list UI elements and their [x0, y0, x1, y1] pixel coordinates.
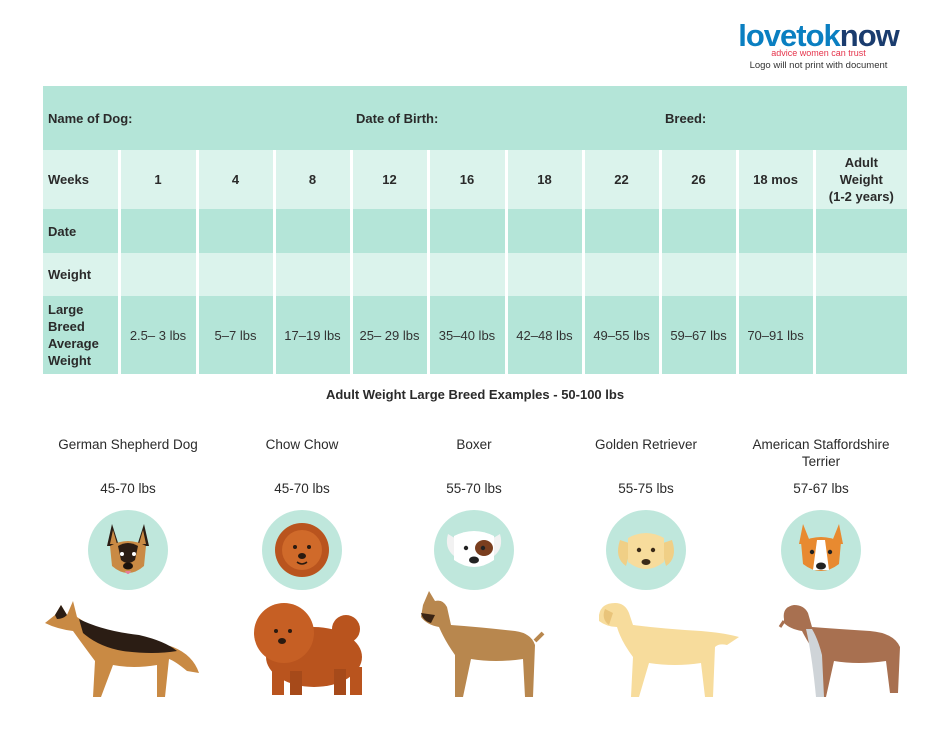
weight-cell[interactable] [812, 253, 908, 296]
week-cell: 22 [581, 150, 661, 209]
boxer-face-icon [434, 510, 514, 590]
breed-name: Chow Chow [265, 437, 339, 452]
german-shepherd-illustration [45, 601, 199, 697]
week-cell: 16 [426, 150, 506, 209]
logo: lovetoknow advice women can trust Logo w… [731, 18, 906, 72]
golden-retriever-face-icon [606, 510, 686, 590]
dog-info-row: Name of Dog: Date of Birth: Breed: [43, 86, 908, 150]
boxer-illustration [421, 591, 545, 697]
breed-label: Breed: [660, 86, 908, 150]
date-cell[interactable] [349, 209, 428, 253]
chow-chow-face-icon [262, 510, 342, 590]
large-breed-value: 49–55 lbs [581, 296, 661, 374]
date-cell[interactable] [658, 209, 738, 253]
weeks-row: Weeks 1 4 8 12 16 18 22 26 18 mos Adult W… [43, 150, 908, 209]
week-cell: 1 [117, 150, 197, 209]
week-cell: 26 [658, 150, 738, 209]
breed-name: American Staffordshire Terrier [752, 437, 890, 469]
large-breed-value: 59–67 lbs [658, 296, 738, 374]
week-cell: 18 mos [735, 150, 815, 209]
large-breed-value: 70–91 lbs [735, 296, 815, 374]
logo-tagline: advice women can trust [771, 48, 866, 58]
weight-cell[interactable] [349, 253, 428, 296]
date-cell[interactable] [812, 209, 908, 253]
adult-weight-header: Adult Weight (1-2 years) [812, 150, 908, 209]
large-breed-value [812, 296, 908, 374]
weight-row: Weight [43, 253, 908, 296]
weeks-label: Weeks [43, 150, 119, 209]
weight-cell[interactable] [117, 253, 197, 296]
breed-chow-chow: Chow Chow 45-70 lbs [217, 436, 387, 590]
breed-weight: 57-67 lbs [793, 481, 849, 496]
weight-cell[interactable] [504, 253, 583, 296]
week-cell: 4 [195, 150, 274, 209]
date-of-birth-label: Date of Birth: [351, 86, 661, 150]
growth-chart-table: Name of Dog: Date of Birth: Breed: Weeks… [43, 86, 908, 374]
large-breed-value: 35–40 lbs [426, 296, 506, 374]
breed-german-shepherd: German Shepherd Dog 45-70 lbs [43, 436, 213, 590]
breed-name: Boxer [456, 437, 492, 452]
date-cell[interactable] [581, 209, 661, 253]
breed-weight: 45-70 lbs [100, 481, 156, 496]
large-breed-value: 2.5– 3 lbs [117, 296, 197, 374]
logo-note: Logo will not print with document [749, 60, 888, 71]
weight-cell[interactable] [658, 253, 738, 296]
large-breed-value: 25– 29 lbs [349, 296, 428, 374]
large-breed-average-row: Large Breed Average Weight 2.5– 3 lbs 5–7 l… [43, 296, 908, 374]
weight-cell[interactable] [735, 253, 815, 296]
staffordshire-terrier-illustration [778, 605, 900, 697]
date-cell[interactable] [426, 209, 506, 253]
date-cell[interactable] [272, 209, 351, 253]
week-cell: 12 [349, 150, 428, 209]
staffordshire-terrier-face-icon [781, 510, 861, 590]
breed-name: German Shepherd Dog [58, 437, 198, 452]
name-of-dog-label: Name of Dog: [43, 86, 351, 150]
date-cell[interactable] [504, 209, 583, 253]
breed-name: Golden Retriever [594, 437, 698, 452]
date-label: Date [43, 209, 119, 253]
breed-golden-retriever: Golden Retriever 55-75 lbs [561, 436, 731, 590]
week-cell: 8 [272, 150, 351, 209]
large-breed-value: 42–48 lbs [504, 296, 583, 374]
logo-wordmark: lovetoknow [738, 18, 900, 53]
week-cell: 18 [504, 150, 583, 209]
examples-title: Adult Weight Large Breed Examples - 50-1… [325, 387, 625, 402]
weight-cell[interactable] [272, 253, 351, 296]
chow-chow-illustration [254, 603, 362, 695]
date-cell[interactable] [735, 209, 815, 253]
date-row: Date [43, 209, 908, 253]
date-cell[interactable] [195, 209, 274, 253]
golden-retriever-illustration [599, 603, 739, 697]
breed-weight: 55-75 lbs [618, 481, 674, 496]
breed-weight: 55-70 lbs [446, 481, 502, 496]
weight-cell[interactable] [195, 253, 274, 296]
large-breed-value: 17–19 lbs [272, 296, 351, 374]
breed-american-staffordshire-terrier: American Staffordshire Terrier 57-67 lbs [736, 436, 906, 590]
weight-cell[interactable] [581, 253, 661, 296]
breed-boxer: Boxer 55-70 lbs [389, 436, 559, 590]
date-cell[interactable] [117, 209, 197, 253]
breed-weight: 45-70 lbs [274, 481, 330, 496]
large-breed-label: Large Breed Average Weight [43, 296, 119, 374]
german-shepherd-face-icon [88, 510, 168, 590]
large-breed-value: 5–7 lbs [195, 296, 274, 374]
weight-label: Weight [43, 253, 119, 296]
weight-cell[interactable] [426, 253, 506, 296]
